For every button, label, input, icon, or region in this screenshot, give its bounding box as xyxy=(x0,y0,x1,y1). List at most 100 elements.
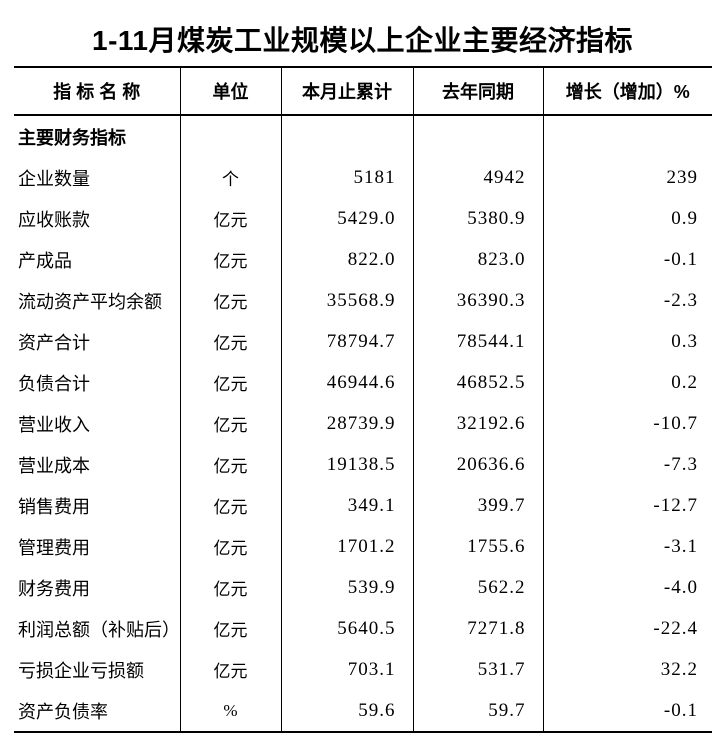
unit-cell: 亿元 xyxy=(180,485,282,526)
header-row: 指 标 名 称 单位 本月止累计 去年同期 增长（增加）% xyxy=(14,67,712,116)
unit-cell: 亿元 xyxy=(180,526,282,567)
growth-value-cell: -7.3 xyxy=(663,453,698,475)
current-value-cell: 703.1 xyxy=(281,649,414,690)
growth-value-cell: 32.2 xyxy=(660,658,698,680)
indicator-name-cell: 销售费用 xyxy=(14,485,181,526)
last-year-value-cell: 32192.6 xyxy=(413,403,544,444)
current-value-cell: 78794.7 xyxy=(281,321,414,362)
table-row: 管理费用 亿元 1701.2 1755.6 -3.1 xyxy=(14,526,712,567)
table-header: 指 标 名 称 单位 本月止累计 去年同期 增长（增加）% xyxy=(14,67,712,116)
unit-cell: 亿元 xyxy=(180,198,282,239)
indicator-name-cell: 财务费用 xyxy=(14,567,181,608)
unit-cell: 亿元 xyxy=(180,608,282,649)
current-value-cell: 46944.6 xyxy=(281,362,414,403)
last-year-value-cell xyxy=(413,115,544,157)
last-year-value-cell: 399.7 xyxy=(413,485,544,526)
growth-value-cell: 0.9 xyxy=(671,207,698,229)
current-value-cell: 5640.5 xyxy=(281,608,414,649)
table-body: 主要财务指标 企业数量 个 5181 4942 239 应收账款 亿元 5429… xyxy=(14,115,712,732)
last-year-value-cell: 531.7 xyxy=(413,649,544,690)
last-year-value-cell: 78544.1 xyxy=(413,321,544,362)
unit-cell: 亿元 xyxy=(180,403,282,444)
current-value-cell: 5429.0 xyxy=(281,198,414,239)
last-year-value-cell: 59.7 xyxy=(413,690,544,732)
table-row: 流动资产平均余额 亿元 35568.9 36390.3 -2.3 xyxy=(14,280,712,321)
table-row: 营业收入 亿元 28739.9 32192.6 -10.7 xyxy=(14,403,712,444)
indicator-name-cell: 流动资产平均余额 xyxy=(14,280,181,321)
last-year-value-cell: 4942 xyxy=(413,157,544,198)
unit-cell: 亿元 xyxy=(180,649,282,690)
last-year-value-cell: 562.2 xyxy=(413,567,544,608)
indicator-name-cell: 资产负债率 xyxy=(14,690,181,732)
indicator-name-cell: 企业数量 xyxy=(14,157,181,198)
growth-value-cell: -2.3 xyxy=(663,289,698,311)
indicator-name-cell: 营业收入 xyxy=(14,403,181,444)
indicator-name-cell: 资产合计 xyxy=(14,321,181,362)
unit-cell: 亿元 xyxy=(180,239,282,280)
growth-value-cell xyxy=(543,115,712,157)
table-row: 利润总额（补贴后） 亿元 5640.5 7271.8 -22.4 xyxy=(14,608,712,649)
unit-cell: 亿元 xyxy=(180,321,282,362)
growth-value-cell: -3.1 xyxy=(663,535,698,557)
indicator-name-cell: 应收账款 xyxy=(14,198,181,239)
table-row: 产成品 亿元 822.0 823.0 -0.1 xyxy=(14,239,712,280)
section-header-row: 主要财务指标 xyxy=(14,115,712,157)
table-row: 营业成本 亿元 19138.5 20636.6 -7.3 xyxy=(14,444,712,485)
current-value-cell: 539.9 xyxy=(281,567,414,608)
current-value-cell: 5181 xyxy=(281,157,414,198)
last-year-value-cell: 20636.6 xyxy=(413,444,544,485)
col-header-indicator-name: 指 标 名 称 xyxy=(14,67,181,116)
indicators-table: 指 标 名 称 单位 本月止累计 去年同期 增长（增加）% 主要财务指标 企业数… xyxy=(14,66,712,733)
growth-value-cell: -4.0 xyxy=(663,576,698,598)
growth-value-cell: 239 xyxy=(666,166,698,188)
growth-value-cell: -0.1 xyxy=(663,248,698,270)
col-header-last-year: 去年同期 xyxy=(413,67,544,116)
unit-cell: 亿元 xyxy=(180,362,282,403)
table-row: 资产合计 亿元 78794.7 78544.1 0.3 xyxy=(14,321,712,362)
current-value-cell: 19138.5 xyxy=(281,444,414,485)
growth-value-cell: -0.1 xyxy=(663,699,698,721)
growth-value-cell: 0.2 xyxy=(671,371,698,393)
table-row: 资产负债率 % 59.6 59.7 -0.1 xyxy=(14,690,712,732)
growth-value-cell: -10.7 xyxy=(653,412,698,434)
indicator-name-cell: 利润总额（补贴后） xyxy=(14,608,181,649)
growth-value-cell: -12.7 xyxy=(653,494,698,516)
table-title: 1-11月煤炭工业规模以上企业主要经济指标 xyxy=(92,25,633,56)
current-value-cell: 822.0 xyxy=(281,239,414,280)
growth-value-cell: 0.3 xyxy=(671,330,698,352)
section-header-label: 主要财务指标 xyxy=(14,115,181,157)
last-year-value-cell: 5380.9 xyxy=(413,198,544,239)
current-value-cell: 1701.2 xyxy=(281,526,414,567)
growth-value-cell: -22.4 xyxy=(653,617,698,639)
table-row: 销售费用 亿元 349.1 399.7 -12.7 xyxy=(14,485,712,526)
current-value-cell: 59.6 xyxy=(281,690,414,732)
unit-cell: 个 xyxy=(180,157,282,198)
table-row: 企业数量 个 5181 4942 239 xyxy=(14,157,712,198)
last-year-value-cell: 7271.8 xyxy=(413,608,544,649)
last-year-value-cell: 823.0 xyxy=(413,239,544,280)
current-value-cell: 28739.9 xyxy=(281,403,414,444)
table-row: 应收账款 亿元 5429.0 5380.9 0.9 xyxy=(14,198,712,239)
indicator-name-cell: 营业成本 xyxy=(14,444,181,485)
indicator-name-cell: 产成品 xyxy=(14,239,181,280)
current-value-cell: 349.1 xyxy=(281,485,414,526)
indicator-name-cell: 亏损企业亏损额 xyxy=(14,649,181,690)
last-year-value-cell: 1755.6 xyxy=(413,526,544,567)
unit-cell: 亿元 xyxy=(180,280,282,321)
unit-cell: 亿元 xyxy=(180,444,282,485)
table-row: 负债合计 亿元 46944.6 46852.5 0.2 xyxy=(14,362,712,403)
table-row: 财务费用 亿元 539.9 562.2 -4.0 xyxy=(14,567,712,608)
unit-cell: % xyxy=(180,690,282,732)
unit-cell xyxy=(180,115,282,157)
current-value-cell: 35568.9 xyxy=(281,280,414,321)
last-year-value-cell: 46852.5 xyxy=(413,362,544,403)
table-row: 亏损企业亏损额 亿元 703.1 531.7 32.2 xyxy=(14,649,712,690)
col-header-current: 本月止累计 xyxy=(281,67,414,116)
unit-cell: 亿元 xyxy=(180,567,282,608)
col-header-growth: 增长（增加）% xyxy=(543,67,712,116)
indicator-name-cell: 负债合计 xyxy=(14,362,181,403)
indicator-name-cell: 管理费用 xyxy=(14,526,181,567)
last-year-value-cell: 36390.3 xyxy=(413,280,544,321)
col-header-unit: 单位 xyxy=(180,67,282,116)
